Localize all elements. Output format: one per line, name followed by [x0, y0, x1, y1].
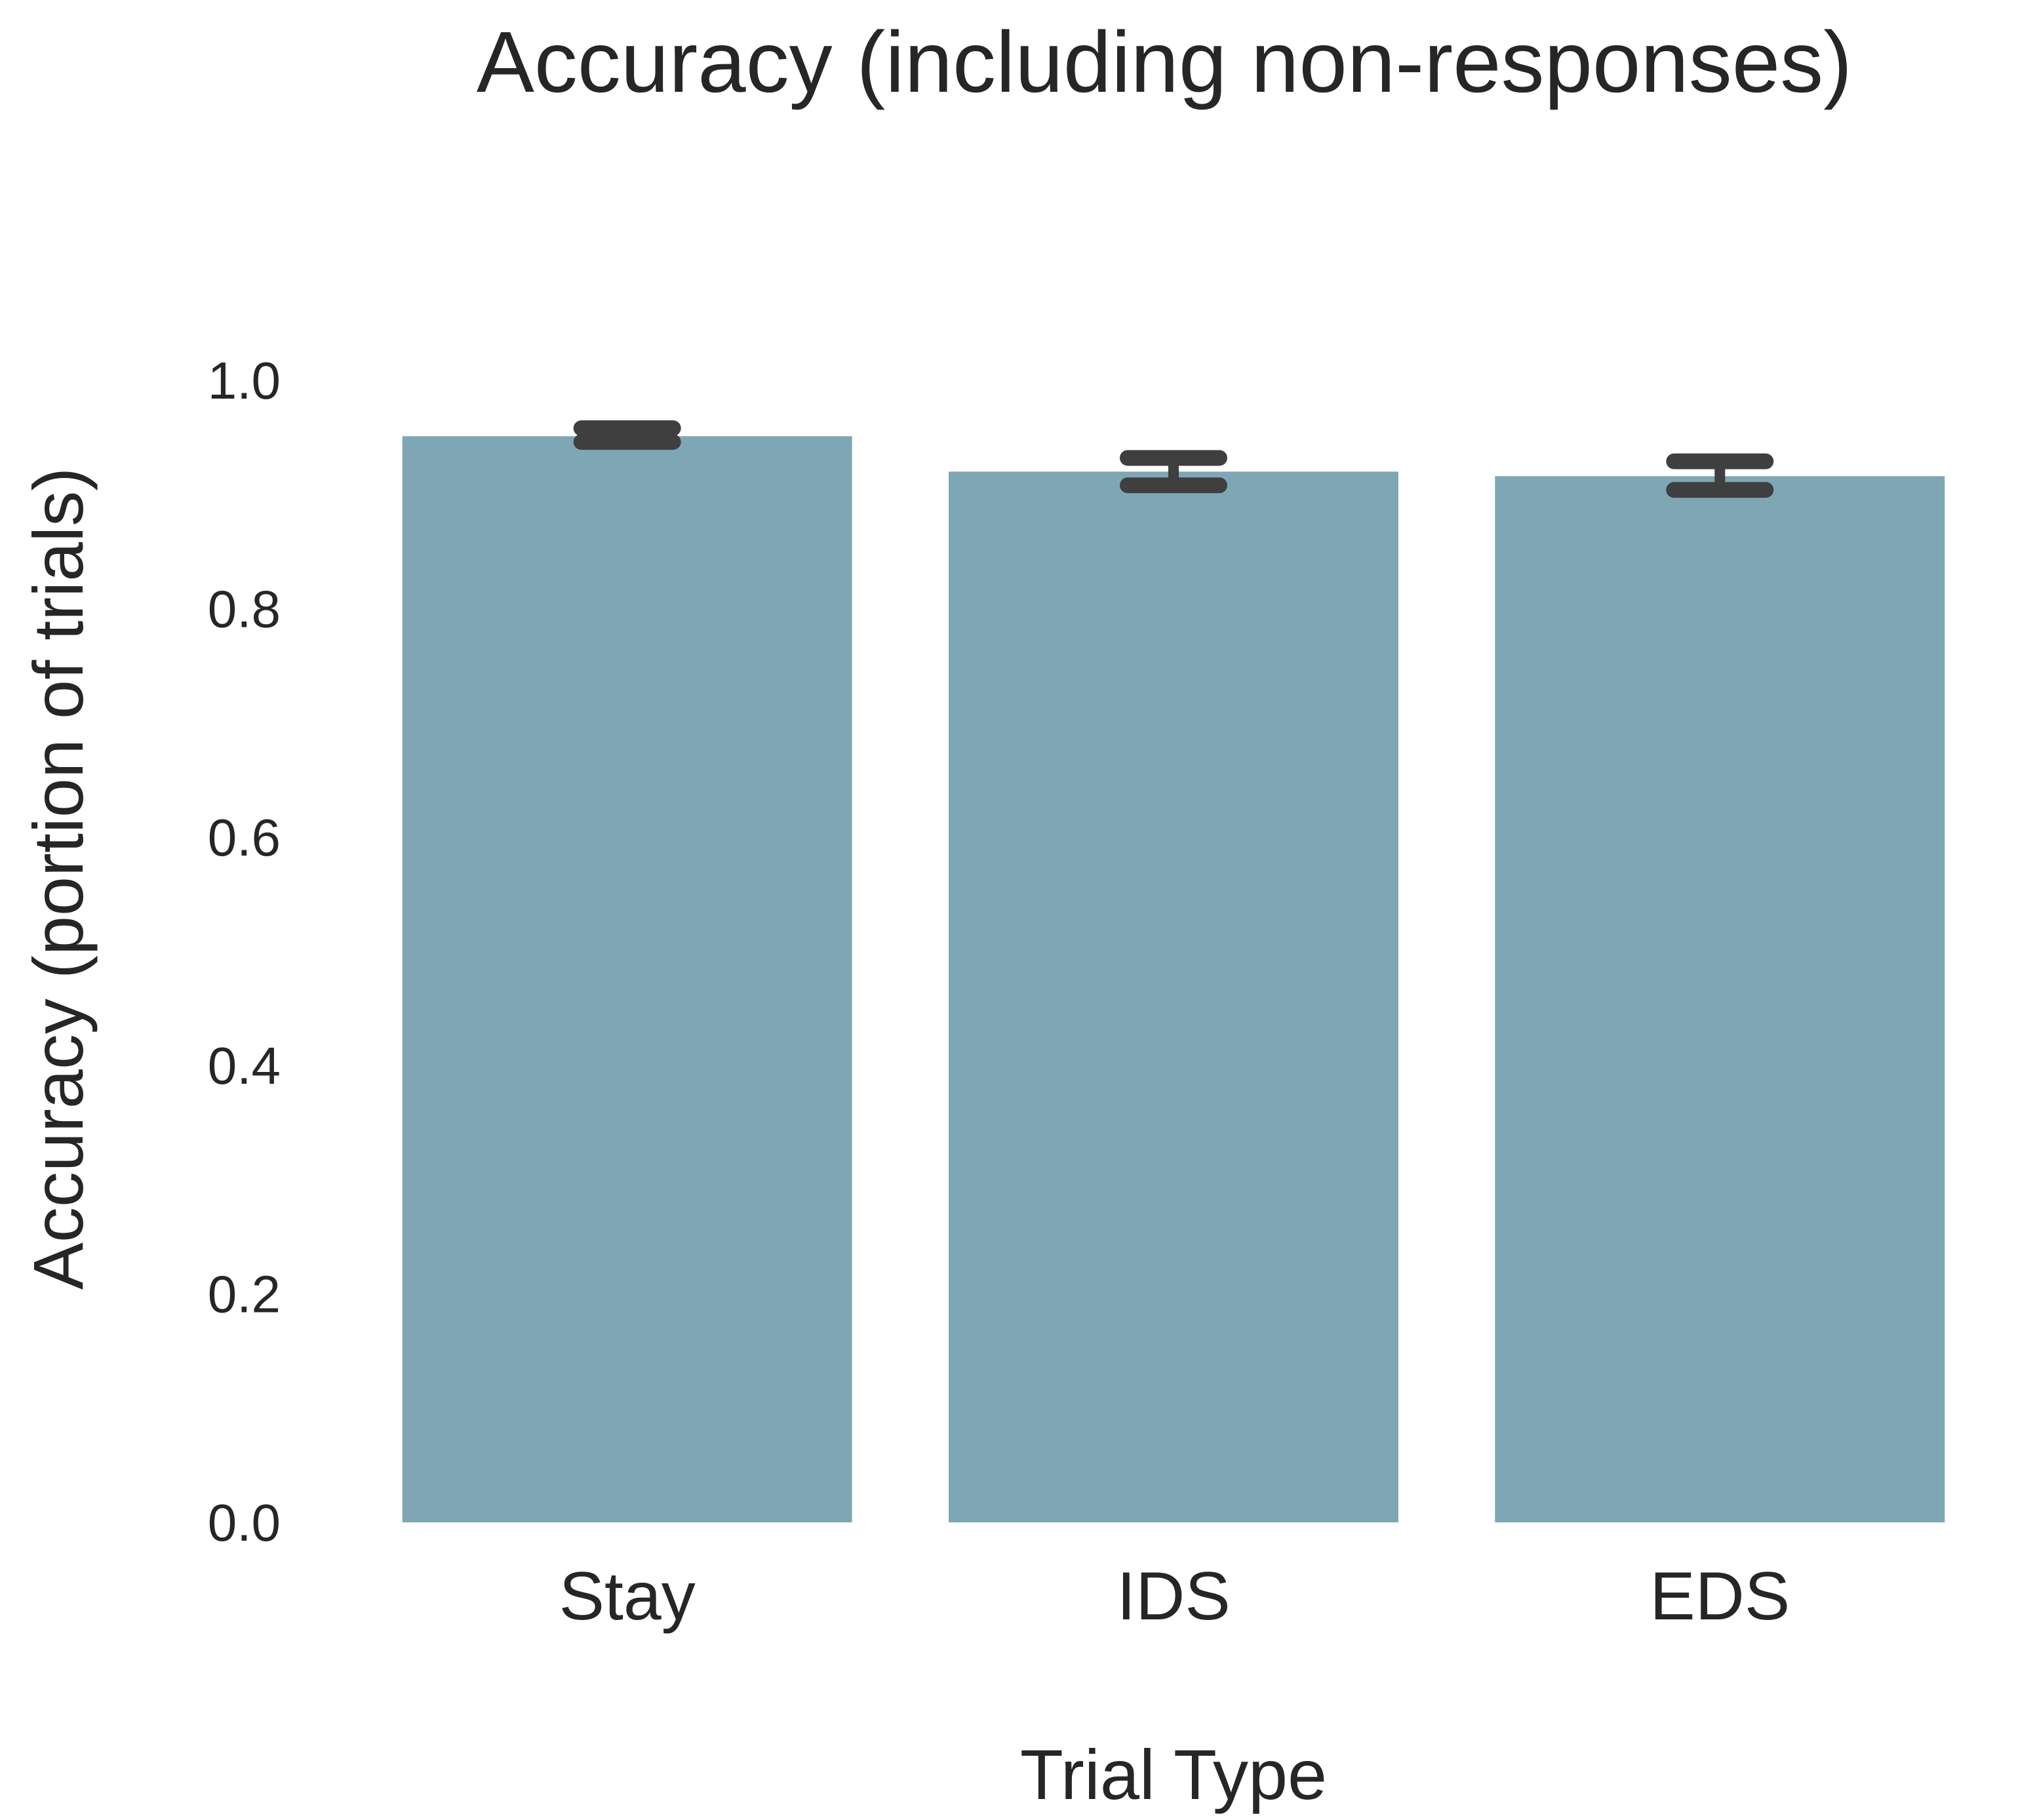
y-tick-label: 0.2	[208, 1265, 281, 1324]
x-tick-label-stay: Stay	[559, 1558, 696, 1634]
y-axis-ticks: 0.0 0.2 0.4 0.6 0.8 1.0	[208, 351, 281, 1552]
chart-title: Accuracy (including non-responses)	[477, 14, 1852, 110]
y-tick-label: 0.4	[208, 1037, 281, 1095]
y-tick-label: 0.6	[208, 808, 281, 867]
error-bar-eds	[1666, 453, 1774, 498]
y-tick-label: 0.8	[208, 580, 281, 638]
error-bar-ids	[1120, 450, 1227, 494]
bar-ids	[949, 471, 1398, 1522]
error-bar-series	[573, 420, 1774, 498]
y-tick-label: 0.0	[208, 1494, 281, 1552]
x-tick-label-ids: IDS	[1116, 1558, 1230, 1634]
bar-eds	[1495, 476, 1945, 1522]
error-bar-stay	[573, 420, 681, 450]
y-tick-label: 1.0	[208, 351, 281, 410]
bar-stay	[402, 436, 852, 1523]
x-axis-label: Trial Type	[1020, 1735, 1327, 1814]
y-axis-label: Accuracy (portion of trials)	[18, 467, 98, 1290]
x-axis-ticks: Stay IDS EDS	[559, 1558, 1790, 1634]
bar-series	[402, 436, 1945, 1523]
x-tick-label-eds: EDS	[1650, 1558, 1790, 1634]
